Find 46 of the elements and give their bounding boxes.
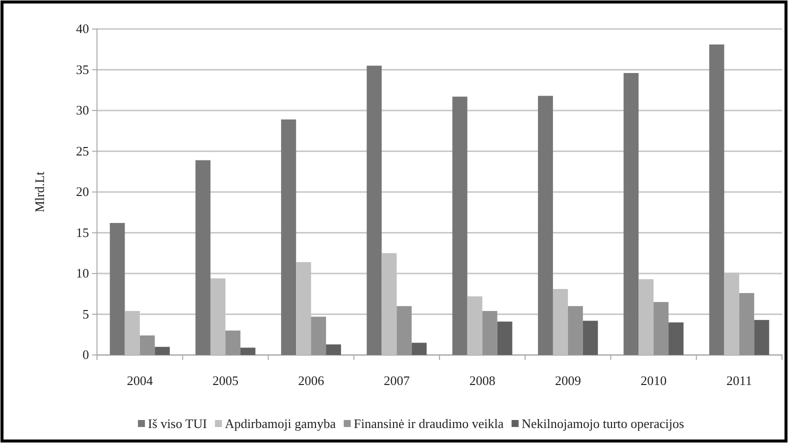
bar [412, 342, 427, 355]
y-tick-label: 25 [76, 143, 89, 158]
bar [754, 320, 770, 355]
bar [326, 344, 342, 355]
bar [624, 73, 639, 355]
bar [654, 302, 669, 355]
x-tick-label: 2011 [726, 373, 752, 388]
legend-label: Finansinė ir draudimo veikla [354, 416, 504, 431]
y-tick-label: 10 [76, 266, 89, 281]
bar [140, 335, 155, 355]
x-tick-label: 2004 [126, 373, 154, 388]
bar [739, 293, 754, 355]
bar [538, 96, 553, 355]
legend-label: Apdirbamoji gamyba [224, 416, 336, 431]
bar [582, 320, 598, 355]
y-tick-label: 35 [76, 62, 89, 77]
bar [497, 322, 512, 355]
bar [240, 348, 256, 355]
y-axis-title: Mlrd.Lt [32, 171, 47, 212]
y-tick-label: 30 [76, 102, 89, 118]
x-tick-label: 2008 [469, 373, 496, 388]
y-tick-label: 0 [82, 347, 89, 362]
bar [366, 66, 382, 355]
bar [709, 44, 724, 355]
x-tick-label: 2005 [212, 373, 238, 388]
bar [396, 306, 412, 355]
x-tick-label: 2010 [640, 373, 667, 388]
x-tick-label: 2007 [384, 373, 410, 388]
y-tick-label: 15 [76, 224, 89, 240]
legend-label: Nekilnojamojo turto operacijos [522, 416, 684, 431]
x-tick-label: 2009 [554, 373, 581, 388]
y-tick-label: 5 [82, 306, 89, 322]
bar [110, 222, 125, 355]
bar [154, 346, 170, 355]
bar [225, 330, 240, 355]
legend-label: Iš viso TUI [148, 416, 207, 431]
bar [568, 306, 583, 355]
bar [311, 316, 326, 355]
bar [668, 322, 684, 355]
bar [281, 119, 296, 355]
x-tick-label: 2006 [298, 373, 325, 388]
y-tick-label: 40 [76, 21, 89, 36]
bar [482, 310, 498, 355]
bar [195, 160, 210, 355]
bar [452, 96, 468, 355]
y-tick-label: 20 [76, 184, 89, 200]
